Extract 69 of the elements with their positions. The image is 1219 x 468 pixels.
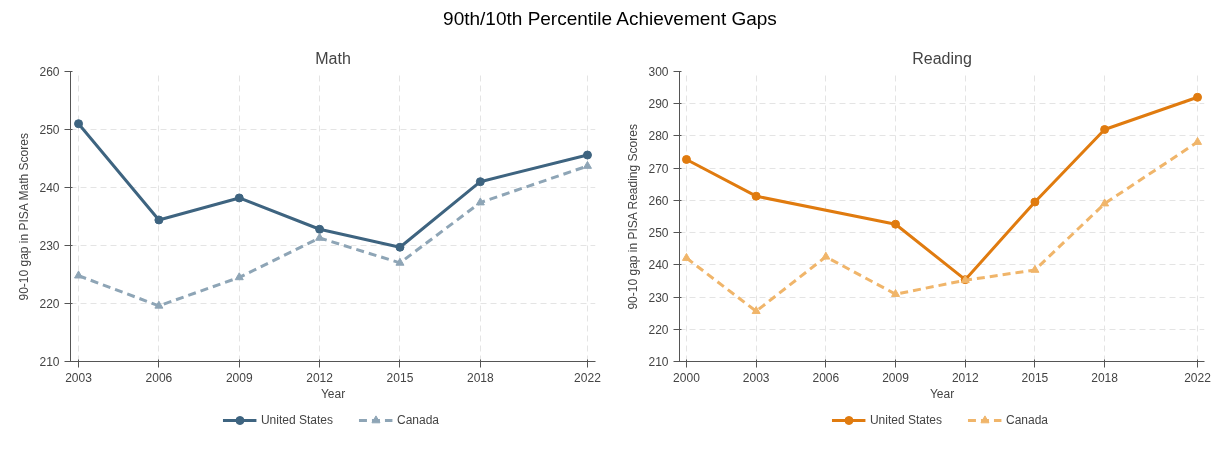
point bbox=[891, 289, 901, 297]
y-tick-label: 300 bbox=[648, 65, 669, 79]
y-axis-title: 90-10 gap in PISA Reading Scores bbox=[626, 124, 641, 310]
legend-label: United States bbox=[260, 413, 333, 427]
legend-label: United States bbox=[869, 413, 942, 427]
point bbox=[315, 224, 325, 234]
point bbox=[74, 270, 84, 279]
y-tick-label: 250 bbox=[39, 123, 60, 137]
x-tick-label: 2018 bbox=[466, 370, 494, 385]
point bbox=[582, 150, 592, 160]
point bbox=[234, 272, 244, 281]
point bbox=[234, 193, 244, 203]
point bbox=[751, 191, 761, 201]
y-tick-label: 270 bbox=[648, 161, 669, 176]
y-tick-label: 220 bbox=[39, 297, 60, 311]
x-tick-label: 2006 bbox=[812, 370, 840, 385]
legend-label: Canada bbox=[1006, 413, 1049, 427]
y-tick-label: 230 bbox=[648, 290, 669, 305]
x-tick-label: 2000 bbox=[673, 370, 701, 385]
y-tick-label: 250 bbox=[648, 226, 669, 241]
y-tick-label: 290 bbox=[648, 97, 669, 112]
point bbox=[1030, 264, 1040, 273]
y-axis-title: 90-10 gap in PISA Math Scores bbox=[17, 133, 32, 301]
point bbox=[395, 242, 405, 252]
point bbox=[154, 215, 164, 225]
x-tick-label: 2018 bbox=[1091, 370, 1119, 385]
x-tick-label: 2003 bbox=[742, 370, 770, 385]
y-tick-label: 240 bbox=[648, 258, 669, 273]
x-tick-label: 2022 bbox=[1184, 370, 1212, 385]
point bbox=[395, 257, 405, 266]
x-tick-label: 2012 bbox=[306, 370, 334, 385]
legend-label: Canada bbox=[397, 413, 440, 427]
x-tick-label: 2009 bbox=[882, 370, 910, 385]
point bbox=[582, 160, 592, 169]
point bbox=[821, 251, 831, 260]
y-tick-label: 230 bbox=[39, 239, 60, 253]
x-tick-label: 2003 bbox=[65, 370, 93, 385]
point bbox=[681, 154, 691, 164]
x-tick-label: 2022 bbox=[574, 370, 602, 385]
point bbox=[1193, 92, 1203, 102]
y-tick-label: 260 bbox=[648, 193, 669, 208]
point bbox=[475, 197, 485, 206]
x-axis-title: Year bbox=[929, 386, 955, 401]
y-tick-label: 220 bbox=[648, 322, 669, 337]
point bbox=[154, 300, 164, 309]
point bbox=[315, 232, 325, 241]
text: 90th/10th Percentile Achievement Gaps bbox=[443, 7, 777, 31]
point bbox=[475, 177, 485, 187]
point bbox=[74, 119, 84, 129]
x-tick-label: 2012 bbox=[951, 370, 979, 385]
x-tick-label: 2015 bbox=[386, 370, 414, 385]
point bbox=[681, 252, 691, 261]
chart-title: Reading bbox=[912, 49, 972, 67]
x-axis-title: Year bbox=[320, 386, 346, 401]
x-tick-label: 2006 bbox=[145, 370, 173, 385]
point bbox=[1030, 197, 1040, 207]
point bbox=[751, 306, 761, 315]
point bbox=[1193, 136, 1203, 145]
y-tick-label: 280 bbox=[648, 129, 669, 144]
point bbox=[891, 219, 901, 229]
y-tick-label: 210 bbox=[39, 355, 60, 369]
y-tick-label: 260 bbox=[39, 65, 60, 79]
point bbox=[1100, 198, 1110, 207]
y-tick-label: 240 bbox=[39, 181, 60, 195]
x-tick-label: 2009 bbox=[225, 370, 253, 385]
x-tick-label: 2015 bbox=[1021, 370, 1049, 385]
y-tick-label: 210 bbox=[648, 355, 669, 369]
chart-title: Math bbox=[315, 49, 351, 67]
point bbox=[1100, 125, 1110, 134]
